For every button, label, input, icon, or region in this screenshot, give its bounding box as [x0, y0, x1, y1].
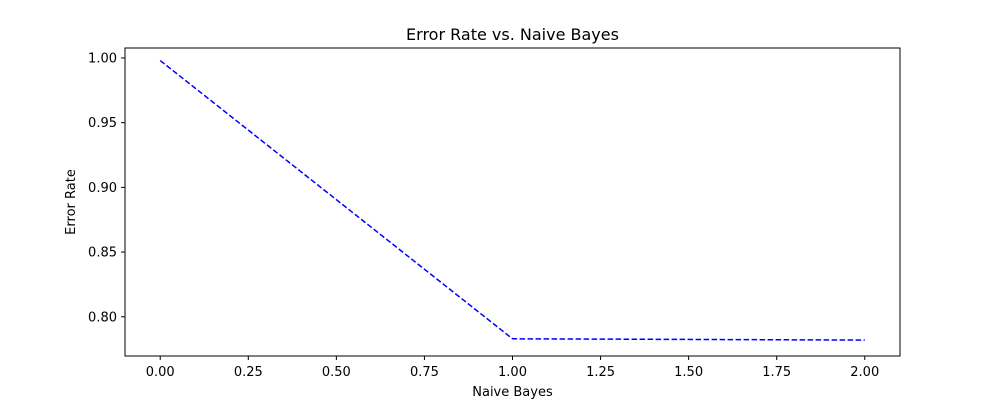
x-tick-label: 0.50	[322, 365, 351, 380]
chart-title: Error Rate vs. Naive Bayes	[406, 25, 619, 44]
x-tick-label: 1.00	[498, 365, 527, 380]
x-tick-label: 0.75	[410, 365, 439, 380]
x-tick-label: 0.00	[146, 365, 175, 380]
y-tick-label: 1.00	[88, 51, 117, 66]
y-tick-label: 0.85	[88, 246, 117, 261]
x-tick-label: 1.25	[586, 365, 615, 380]
x-tick-label: 0.25	[234, 365, 263, 380]
plot-background	[125, 48, 900, 356]
x-tick-label: 1.75	[762, 365, 791, 380]
y-tick-label: 0.95	[88, 116, 117, 131]
x-tick-label: 2.00	[850, 365, 879, 380]
y-tick-label: 0.80	[88, 310, 117, 325]
series-layer	[159, 59, 865, 341]
x-tick-label: 1.50	[674, 365, 703, 380]
series-line	[159, 59, 865, 341]
x-axis-title: Naive Bayes	[472, 385, 553, 400]
y-axis-ticks: 0.80 0.85 0.90 0.95 1.00	[88, 51, 125, 325]
y-axis-title: Error Rate	[64, 169, 79, 235]
x-axis-ticks: 0.00 0.25 0.50 0.75 1.00 1.25 1.50 1.75 2.00	[146, 356, 879, 380]
y-tick-label: 0.90	[88, 181, 117, 196]
plot-frame	[124, 47, 901, 357]
